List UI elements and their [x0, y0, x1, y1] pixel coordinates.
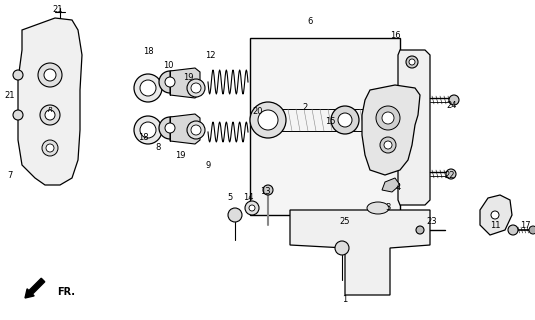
- Text: 6: 6: [307, 18, 312, 27]
- Text: 23: 23: [427, 218, 437, 227]
- Text: 13: 13: [259, 188, 270, 196]
- Text: 18: 18: [143, 47, 154, 57]
- Circle shape: [338, 113, 352, 127]
- Text: 18: 18: [137, 133, 148, 142]
- Circle shape: [187, 121, 205, 139]
- Text: 24: 24: [447, 100, 457, 109]
- Polygon shape: [362, 85, 420, 175]
- Text: 11: 11: [490, 220, 500, 229]
- Text: 7: 7: [7, 171, 13, 180]
- Circle shape: [46, 144, 54, 152]
- Circle shape: [40, 105, 60, 125]
- Polygon shape: [18, 18, 82, 185]
- Circle shape: [416, 226, 424, 234]
- Text: 2: 2: [302, 103, 308, 113]
- Polygon shape: [398, 50, 430, 205]
- Text: 19: 19: [183, 74, 193, 83]
- Circle shape: [140, 80, 156, 96]
- Polygon shape: [170, 68, 200, 98]
- Circle shape: [384, 141, 392, 149]
- Circle shape: [529, 226, 535, 234]
- Circle shape: [134, 74, 162, 102]
- Circle shape: [446, 169, 456, 179]
- Circle shape: [228, 208, 242, 222]
- Text: 19: 19: [175, 150, 185, 159]
- Text: 8: 8: [155, 143, 160, 153]
- Circle shape: [165, 77, 175, 87]
- Text: 4: 4: [395, 183, 401, 193]
- Circle shape: [376, 106, 400, 130]
- Circle shape: [263, 185, 273, 195]
- Circle shape: [42, 140, 58, 156]
- Text: 16: 16: [389, 30, 400, 39]
- Circle shape: [159, 71, 181, 93]
- Circle shape: [508, 225, 518, 235]
- Circle shape: [191, 125, 201, 135]
- Circle shape: [140, 122, 156, 138]
- Text: 14: 14: [243, 194, 253, 203]
- Polygon shape: [382, 178, 400, 192]
- Text: 3: 3: [385, 204, 391, 212]
- Circle shape: [165, 123, 175, 133]
- Circle shape: [13, 70, 23, 80]
- Circle shape: [249, 205, 255, 211]
- Circle shape: [406, 56, 418, 68]
- Circle shape: [245, 201, 259, 215]
- Text: 17: 17: [519, 220, 530, 229]
- Text: 20: 20: [253, 108, 263, 116]
- Circle shape: [409, 59, 415, 65]
- Ellipse shape: [367, 202, 389, 214]
- Text: 21: 21: [5, 91, 16, 100]
- Text: 1: 1: [342, 295, 348, 305]
- Circle shape: [335, 241, 349, 255]
- Circle shape: [449, 95, 459, 105]
- Circle shape: [134, 116, 162, 144]
- Circle shape: [491, 211, 499, 219]
- Polygon shape: [170, 114, 200, 144]
- Circle shape: [13, 110, 23, 120]
- Text: 25: 25: [340, 218, 350, 227]
- Text: 22: 22: [445, 171, 455, 180]
- Circle shape: [44, 69, 56, 81]
- Circle shape: [159, 117, 181, 139]
- Circle shape: [380, 137, 396, 153]
- Text: 15: 15: [325, 117, 335, 126]
- Text: 9: 9: [205, 161, 211, 170]
- Polygon shape: [290, 210, 430, 295]
- Circle shape: [382, 112, 394, 124]
- Circle shape: [45, 110, 55, 120]
- Text: R: R: [48, 107, 52, 113]
- Polygon shape: [480, 195, 512, 235]
- FancyArrow shape: [25, 278, 45, 298]
- Circle shape: [38, 63, 62, 87]
- Text: 5: 5: [227, 194, 233, 203]
- Circle shape: [250, 102, 286, 138]
- Text: 21: 21: [53, 5, 63, 14]
- Bar: [250, 38, 400, 215]
- Text: 10: 10: [163, 60, 173, 69]
- Text: 12: 12: [205, 51, 215, 60]
- Circle shape: [258, 110, 278, 130]
- Circle shape: [187, 79, 205, 97]
- Text: FR.: FR.: [57, 287, 75, 297]
- Circle shape: [191, 83, 201, 93]
- Circle shape: [331, 106, 359, 134]
